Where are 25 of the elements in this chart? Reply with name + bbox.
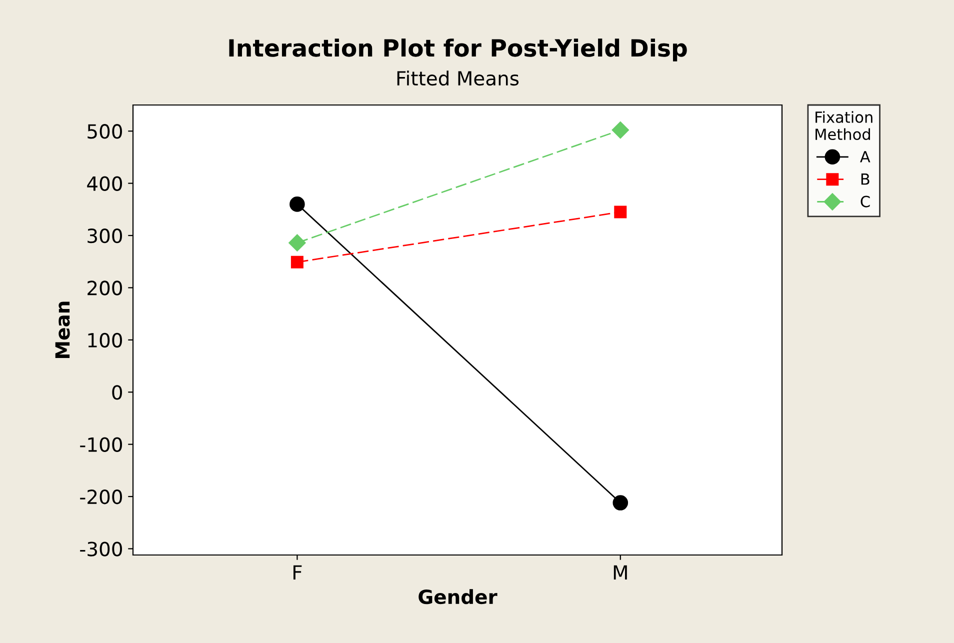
x-axis-title: Gender — [418, 589, 498, 604]
y-tick-label: 200 — [88, 280, 122, 296]
point — [612, 122, 629, 139]
y-axis-title: Mean — [55, 302, 70, 358]
y-tick-label: 400 — [87, 176, 122, 191]
legend-label: C — [860, 196, 870, 208]
point — [612, 495, 628, 510]
point — [290, 256, 304, 268]
y-tick-label: -100 — [80, 437, 122, 452]
y-tick-label: 100 — [88, 332, 122, 348]
legend-label: A — [860, 151, 870, 162]
chart-subtitle: Fitted Means — [397, 70, 519, 86]
y-tick-label: 500 — [88, 124, 122, 139]
legend-title: Fixation Method — [816, 111, 872, 140]
point — [290, 196, 305, 212]
legend-label: B — [861, 174, 870, 185]
x-tick-label: F — [294, 565, 302, 580]
y-tick-label: -200 — [80, 489, 122, 504]
x-tick-label: M — [614, 565, 627, 580]
point — [614, 206, 627, 218]
y-tick-label: 300 — [88, 228, 122, 244]
y-tick-label: -300 — [80, 542, 122, 556]
point — [288, 234, 306, 252]
chart-title: Interaction Plot for Post-Yield Disp — [229, 38, 687, 62]
y-tick-label: 0 — [112, 385, 122, 400]
